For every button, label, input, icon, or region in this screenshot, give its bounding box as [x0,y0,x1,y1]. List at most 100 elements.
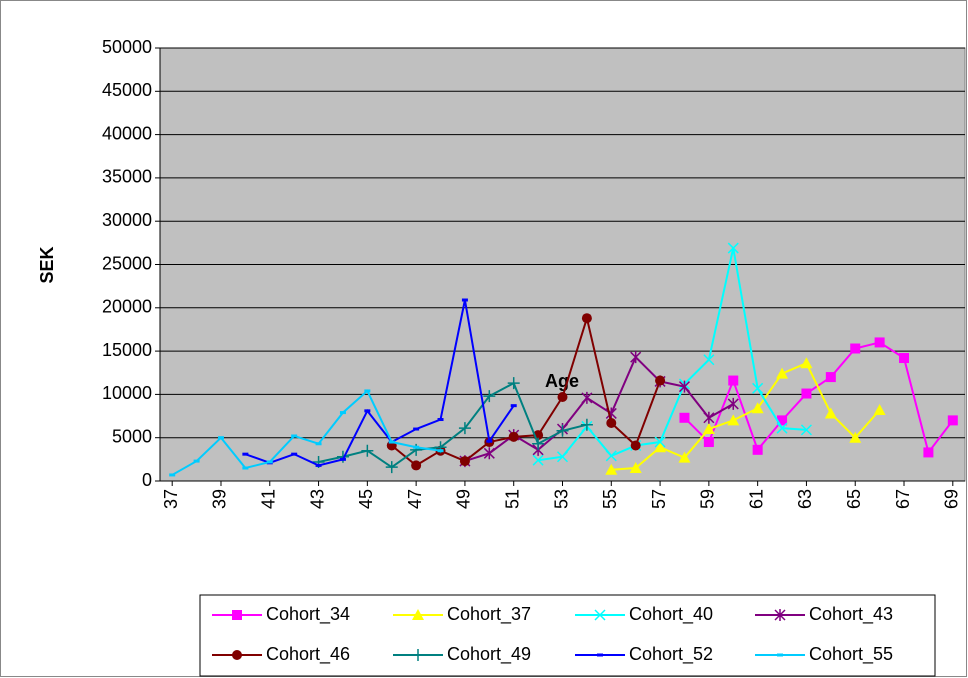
marker-shape [727,414,740,426]
marker-shape [580,418,593,431]
marker-shape [630,440,641,451]
marker [486,439,493,443]
marker-shape [291,434,298,438]
y-axis-label: SEK [37,246,57,283]
marker-shape [412,609,424,620]
marker-shape [630,351,642,364]
marker-shape [532,454,544,466]
marker-shape [849,431,862,443]
marker [728,375,739,386]
legend-label: Cohort_43 [809,604,893,625]
marker [605,463,618,475]
y-tick-label: 15000 [102,340,152,360]
x-tick-label: 59 [698,489,718,509]
marker [777,415,788,426]
marker [594,609,606,621]
marker-shape [873,403,886,415]
marker-shape [385,461,398,474]
marker-shape [752,382,764,394]
marker-shape [702,423,715,435]
marker [678,380,691,393]
marker-shape [266,460,273,464]
marker [702,423,715,435]
y-tick-label: 20000 [102,297,152,317]
x-tick-label: 61 [746,489,766,509]
marker [458,422,471,435]
marker-shape [751,402,764,414]
marker [232,610,242,620]
marker-shape [774,609,786,621]
legend-label: Cohort_34 [266,604,350,625]
marker-shape [703,437,714,448]
marker-shape [413,445,420,449]
marker [217,436,224,440]
marker-shape [232,650,242,660]
marker-shape [217,436,224,440]
marker [291,452,298,456]
x-tick-label: 45 [356,489,376,509]
marker [678,451,691,463]
marker-shape [364,409,371,413]
series-line [318,381,588,469]
legend-label: Cohort_37 [447,604,531,625]
marker [849,431,862,443]
marker [655,375,666,386]
marker-shape [777,653,783,657]
x-tick-label: 55 [600,489,620,509]
marker [581,313,592,324]
x-tick-label: 63 [795,489,815,509]
marker-shape [364,389,371,393]
marker-shape [728,375,739,386]
marker-shape [654,441,667,453]
marker [339,457,346,461]
y-tick-label: 10000 [102,383,152,403]
legend-label: Cohort_55 [809,644,893,665]
marker [776,367,789,379]
y-tick-label: 5000 [112,426,152,446]
marker-shape [800,424,812,436]
marker-shape [824,407,837,419]
marker [556,424,569,437]
marker-shape [594,609,606,621]
marker [800,424,812,436]
y-tick-label: 40000 [102,123,152,143]
x-tick-label: 53 [551,489,571,509]
marker-shape [581,391,593,404]
marker [315,442,322,446]
marker [315,463,322,467]
marker-shape [727,397,739,410]
marker [774,609,786,621]
x-axis-label: Age [545,371,579,391]
marker [556,451,569,463]
marker [874,337,885,348]
marker-shape [169,473,176,477]
marker-shape [801,388,812,399]
y-tick-label: 50000 [102,37,152,57]
marker [800,357,813,369]
marker-shape [242,452,249,456]
marker [461,298,468,302]
marker [703,411,715,424]
legend-box [199,594,936,677]
x-tick-label: 41 [259,489,279,509]
marker-shape [193,459,200,463]
marker-shape [339,411,346,415]
marker [437,418,444,422]
marker [899,353,910,364]
marker [727,397,739,410]
series-line [245,299,515,467]
marker-shape [776,422,788,434]
marker-shape [678,380,691,393]
series-line [171,389,441,476]
marker [605,450,617,462]
marker-shape [605,463,618,475]
legend-label: Cohort_49 [447,644,531,665]
marker-shape [458,422,471,435]
x-tick-label: 57 [649,489,669,509]
marker [437,449,444,453]
marker-shape [411,460,422,471]
marker-shape [483,390,496,403]
marker [242,452,249,456]
marker [825,372,836,383]
